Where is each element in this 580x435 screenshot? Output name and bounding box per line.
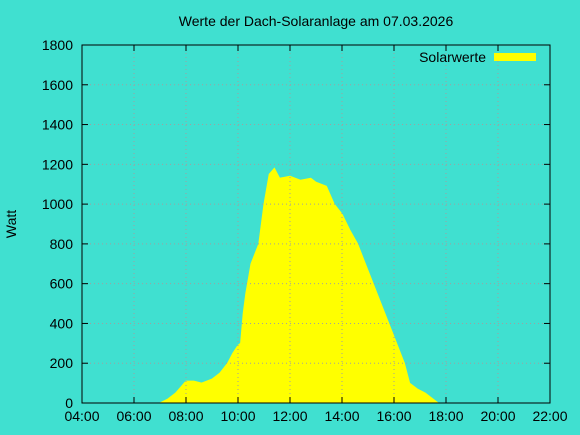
y-tick-label: 1200 bbox=[42, 156, 73, 172]
y-axis-label: Watt bbox=[3, 210, 19, 238]
y-tick-label: 0 bbox=[65, 395, 73, 411]
y-tick-label: 600 bbox=[50, 276, 74, 292]
y-tick-label: 1400 bbox=[42, 117, 73, 133]
y-tick-label: 1600 bbox=[42, 77, 73, 93]
legend-swatch bbox=[494, 53, 536, 61]
x-tick-label: 14:00 bbox=[324, 408, 359, 424]
y-tick-label: 1800 bbox=[42, 37, 73, 53]
y-tick-label: 1000 bbox=[42, 196, 73, 212]
x-tick-label: 08:00 bbox=[168, 408, 203, 424]
plot-frame bbox=[81, 44, 551, 404]
x-tick-label: 10:00 bbox=[220, 408, 255, 424]
x-tick-label: 20:00 bbox=[480, 408, 515, 424]
y-tick-label: 200 bbox=[50, 355, 74, 371]
y-tick-label: 400 bbox=[50, 315, 74, 331]
x-tick-label: 16:00 bbox=[376, 408, 411, 424]
x-tick-label: 04:00 bbox=[64, 408, 99, 424]
y-tick-label: 800 bbox=[50, 236, 74, 252]
x-tick-label: 06:00 bbox=[116, 408, 151, 424]
x-tick-label: 12:00 bbox=[272, 408, 307, 424]
area bbox=[159, 167, 440, 404]
x-tick-label: 22:00 bbox=[532, 408, 567, 424]
x-tick-label: 18:00 bbox=[428, 408, 463, 424]
chart-title: Werte der Dach-Solaranlage am 07.03.2026 bbox=[179, 13, 454, 29]
legend-label: Solarwerte bbox=[419, 49, 486, 65]
